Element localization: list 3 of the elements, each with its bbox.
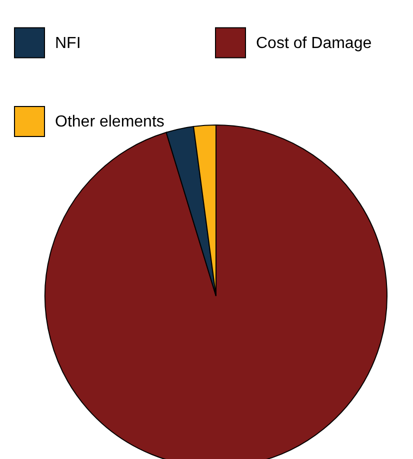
legend-label: Other elements [55,114,164,130]
legend-label: Cost of Damage [256,34,372,52]
legend-label: NFI [55,34,81,52]
